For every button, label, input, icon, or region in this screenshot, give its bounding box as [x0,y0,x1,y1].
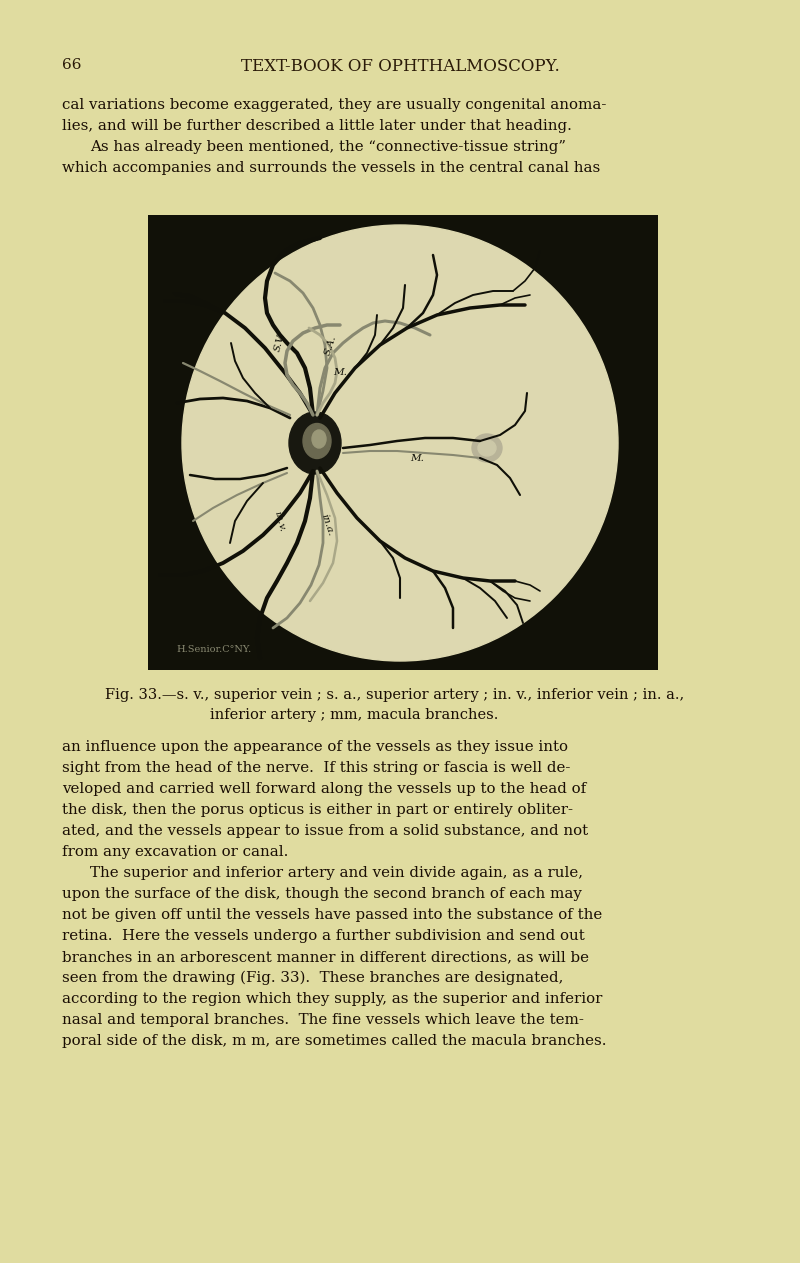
Text: upon the surface of the disk, though the second branch of each may: upon the surface of the disk, though the… [62,887,582,901]
Text: The superior and inferior artery and vein divide again, as a rule,: The superior and inferior artery and vei… [90,866,583,880]
Text: TEXT-BOOK OF OPHTHALMOSCOPY.: TEXT-BOOK OF OPHTHALMOSCOPY. [241,58,559,75]
Text: not be given off until the vessels have passed into the substance of the: not be given off until the vessels have … [62,908,602,922]
Text: from any excavation or canal.: from any excavation or canal. [62,845,288,859]
Text: Fig. 33.—s. v., superior vein ; s. a., superior artery ; in. v., inferior vein ;: Fig. 33.—s. v., superior vein ; s. a., s… [105,688,684,702]
Text: poral side of the disk, m m, are sometimes called the macula branches.: poral side of the disk, m m, are sometim… [62,1034,606,1048]
Text: the disk, then the porus opticus is either in part or entirely obliter-: the disk, then the porus opticus is eith… [62,803,573,817]
Text: M.: M. [410,453,424,464]
Text: seen from the drawing (Fig. 33).  These branches are designated,: seen from the drawing (Fig. 33). These b… [62,971,563,985]
Text: lies, and will be further described a little later under that heading.: lies, and will be further described a li… [62,119,572,133]
Text: ated, and the vessels appear to issue from a solid substance, and not: ated, and the vessels appear to issue fr… [62,823,588,837]
Text: 66: 66 [62,58,82,72]
Text: M.: M. [333,368,347,376]
Ellipse shape [289,412,341,474]
Text: sight from the head of the nerve.  If this string or fascia is well de-: sight from the head of the nerve. If thi… [62,762,570,775]
Ellipse shape [312,429,326,448]
Text: S.A.: S.A. [323,335,338,357]
Text: As has already been mentioned, the “connective-tissue string”: As has already been mentioned, the “conn… [90,140,566,154]
Text: an influence upon the appearance of the vessels as they issue into: an influence upon the appearance of the … [62,740,568,754]
Text: veloped and carried well forward along the vessels up to the head of: veloped and carried well forward along t… [62,782,586,796]
Text: in.v.: in.v. [273,510,287,533]
Text: which accompanies and surrounds the vessels in the central canal has: which accompanies and surrounds the vess… [62,160,600,176]
Text: H.Senior.C°NY.: H.Senior.C°NY. [176,645,251,654]
Circle shape [182,225,618,661]
Text: inferior artery ; mm, macula branches.: inferior artery ; mm, macula branches. [210,709,498,722]
Bar [148,215,658,669]
Text: cal variations become exaggerated, they are usually congenital anoma-: cal variations become exaggerated, they … [62,99,606,112]
Text: retina.  Here the vessels undergo a further subdivision and send out: retina. Here the vessels undergo a furth… [62,930,585,943]
Text: in.a.: in.a. [320,513,335,537]
Ellipse shape [478,440,496,456]
Text: S.V.: S.V. [273,332,286,352]
Text: nasal and temporal branches.  The fine vessels which leave the tem-: nasal and temporal branches. The fine ve… [62,1013,584,1027]
Text: branches in an arborescent manner in different directions, as will be: branches in an arborescent manner in dif… [62,950,589,964]
Text: according to the region which they supply, as the superior and inferior: according to the region which they suppl… [62,991,602,1007]
Ellipse shape [303,423,331,458]
Ellipse shape [472,434,502,462]
